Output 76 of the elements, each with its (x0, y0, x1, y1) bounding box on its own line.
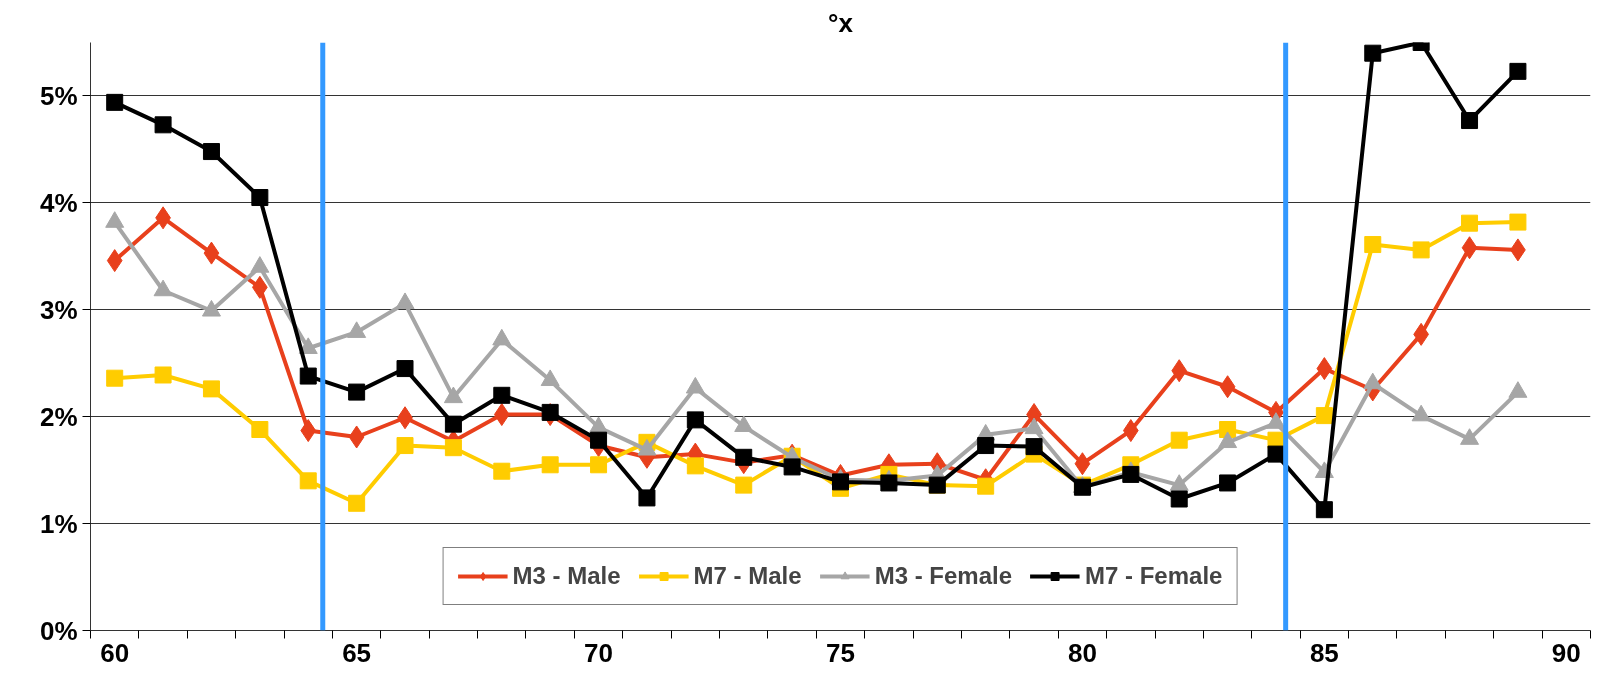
point (106, 369, 124, 387)
point (686, 411, 704, 429)
point (1315, 501, 1333, 519)
point (977, 437, 995, 455)
point (1122, 419, 1139, 443)
point (735, 476, 753, 494)
point (1509, 62, 1527, 80)
point (202, 143, 220, 161)
y-tick-label: 3% (39, 294, 78, 325)
point (106, 249, 123, 273)
point (541, 403, 559, 421)
x-tick-label: 80 (1067, 637, 1097, 668)
point (1461, 214, 1479, 232)
y-tick-label: 5% (39, 80, 78, 111)
x-tick-label: 60 (100, 637, 130, 668)
point (590, 456, 608, 474)
point (493, 403, 510, 427)
point (106, 93, 124, 111)
x-tick-label: 70 (584, 637, 614, 668)
y-tick-label: 2% (39, 401, 78, 432)
point (348, 383, 366, 401)
point (832, 473, 849, 491)
point (1171, 359, 1188, 383)
point (541, 456, 559, 474)
point (202, 380, 220, 398)
point (783, 458, 801, 476)
point (880, 474, 898, 492)
point (154, 116, 172, 134)
point (1364, 236, 1382, 254)
point (396, 437, 414, 455)
point (203, 241, 220, 265)
legend-label: M3 - Male (512, 562, 621, 590)
point (348, 494, 366, 512)
legend-label: M3 - Female (874, 562, 1013, 590)
point (977, 477, 995, 495)
point (300, 419, 317, 443)
point (444, 415, 462, 433)
point (686, 457, 704, 475)
point (1412, 241, 1430, 259)
x-tick-label: 75 (826, 637, 855, 668)
legend-label: M7 - Female (1085, 562, 1223, 590)
point (590, 431, 608, 449)
point (1509, 213, 1527, 231)
point (1122, 465, 1140, 483)
point (638, 489, 656, 507)
point (1074, 452, 1091, 476)
point (1461, 112, 1479, 130)
point (493, 386, 511, 404)
point (444, 439, 462, 457)
point (1364, 44, 1382, 62)
point (348, 425, 365, 449)
chart-title: °x (828, 7, 854, 38)
point (1170, 490, 1188, 508)
x-tick-label: 85 (1309, 637, 1339, 668)
point (1461, 236, 1478, 260)
x-tick-label: 90 (1551, 637, 1581, 668)
point (1315, 407, 1333, 425)
point (299, 367, 317, 385)
point (251, 421, 269, 439)
point (735, 448, 753, 466)
point (154, 366, 172, 384)
point (396, 360, 414, 378)
point (251, 189, 269, 207)
point (1316, 357, 1333, 381)
point (1025, 438, 1043, 456)
point (1170, 431, 1188, 449)
y-tick-label: 1% (39, 508, 78, 539)
point (299, 472, 317, 490)
point (1219, 375, 1236, 399)
y-tick-label: 4% (39, 187, 78, 218)
legend-label: M7 - Male (693, 562, 802, 590)
point (1267, 445, 1285, 463)
point (1219, 474, 1237, 492)
point (493, 462, 511, 480)
y-tick-label: 0% (39, 615, 78, 646)
x-tick-label: 65 (342, 637, 372, 668)
